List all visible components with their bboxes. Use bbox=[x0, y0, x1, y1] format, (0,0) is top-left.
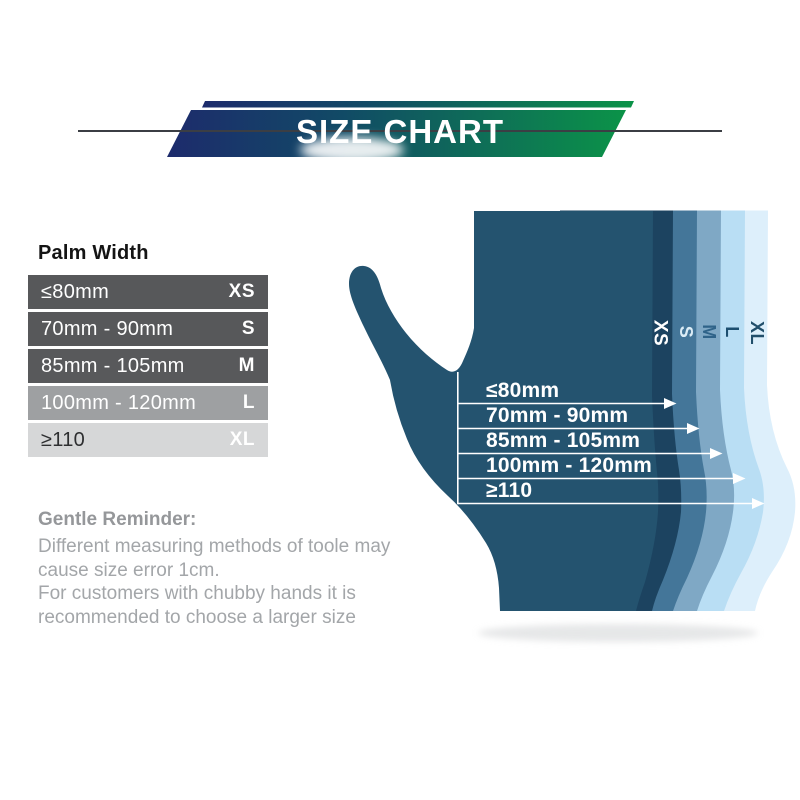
table-row-xs: ≤80mm XS bbox=[28, 275, 268, 309]
gentle-reminder: Gentle Reminder: Different measuring met… bbox=[38, 509, 468, 629]
palm-width-title: Palm Width bbox=[38, 242, 149, 264]
banner-accent-strip bbox=[202, 101, 634, 108]
size-range: 70mm - 90mm bbox=[41, 317, 174, 340]
palm-width-table: Palm Width ≤80mm XS 70mm - 90mm S 85mm -… bbox=[28, 242, 268, 460]
measurement-label: ≤80mm bbox=[486, 379, 559, 402]
banner-title: SIZE CHART bbox=[296, 113, 504, 150]
glove-size-label-l: L bbox=[722, 326, 742, 338]
banner-sheen bbox=[300, 137, 404, 163]
glove-diagram: XS S M L XL ≤80mm 70mm - 90mm 85mm - 105… bbox=[349, 210, 796, 642]
size-code: L bbox=[242, 392, 255, 413]
size-range: ≥110 bbox=[41, 428, 86, 451]
table-row-s: 70mm - 90mm S bbox=[28, 312, 268, 346]
glove-size-label-s: S bbox=[676, 326, 696, 339]
table-row-l: 100mm - 120mm L bbox=[28, 386, 268, 420]
size-code: XL bbox=[229, 429, 255, 450]
size-code: S bbox=[241, 318, 255, 339]
glove-body bbox=[349, 211, 659, 611]
glove-size-label-xl: XL bbox=[747, 321, 767, 345]
gentle-reminder-line: cause size error 1cm. bbox=[38, 559, 220, 581]
banner-ribbon bbox=[167, 110, 626, 157]
measurement-label: ≥110 bbox=[486, 479, 532, 502]
size-code: XS bbox=[228, 281, 255, 302]
size-range: 85mm - 105mm bbox=[41, 354, 185, 377]
measurement-label: 100mm - 120mm bbox=[486, 454, 652, 477]
measurement-label: 85mm - 105mm bbox=[486, 429, 640, 452]
size-range: 100mm - 120mm bbox=[41, 391, 197, 414]
gentle-reminder-line: For customers with chubby hands it is bbox=[38, 583, 356, 604]
gentle-reminder-title: Gentle Reminder: bbox=[38, 509, 197, 530]
table-row-xl: ≥110 XL bbox=[28, 423, 268, 457]
size-code: M bbox=[238, 355, 255, 376]
glove-size-label-xs: XS bbox=[650, 320, 671, 346]
header-banner: SIZE CHART bbox=[78, 101, 722, 163]
gentle-reminder-line: Different measuring methods of toole may bbox=[38, 536, 391, 557]
gentle-reminder-line: recommended to choose a larger size bbox=[38, 606, 356, 628]
size-range: ≤80mm bbox=[41, 280, 110, 303]
measurement-label: 70mm - 90mm bbox=[486, 404, 628, 427]
glove-shadow bbox=[478, 624, 758, 642]
glove-size-label-m: M bbox=[699, 324, 719, 340]
table-row-m: 85mm - 105mm M bbox=[28, 349, 268, 383]
